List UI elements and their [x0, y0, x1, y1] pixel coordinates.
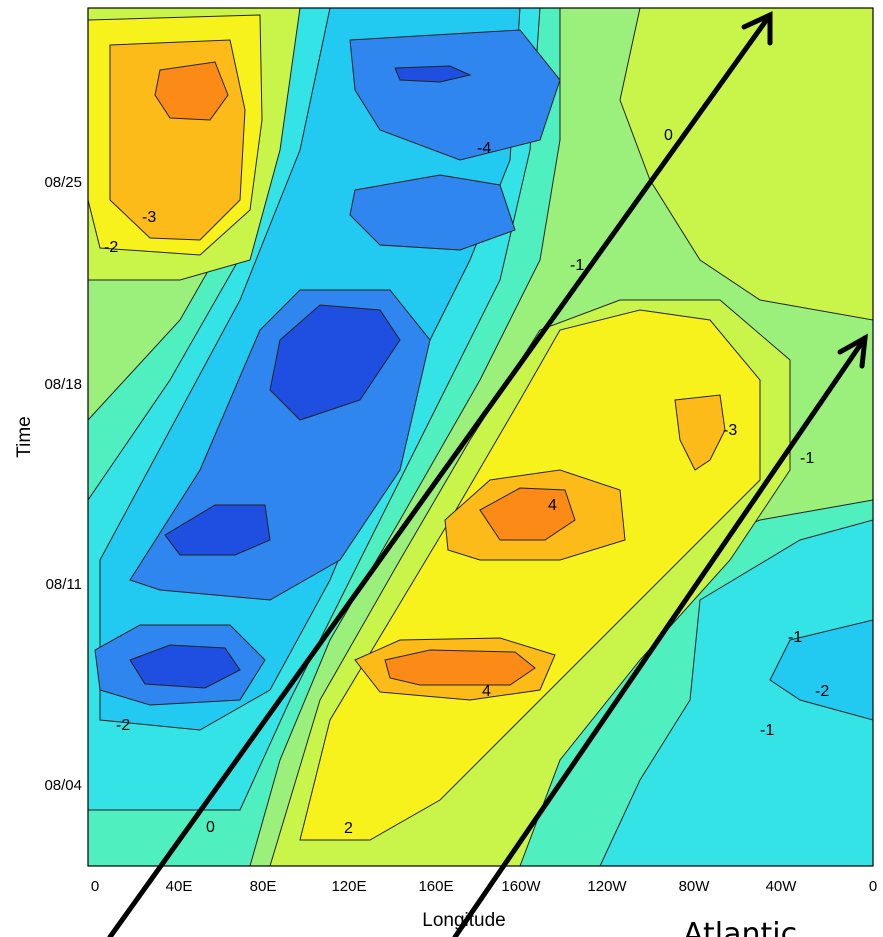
central-yellow-region	[299, 309, 761, 841]
plot-frame	[87, 7, 874, 867]
arrow-1-head	[741, 11, 773, 46]
x-tick-label: 40W	[766, 878, 798, 895]
arrow-2-head	[837, 333, 869, 369]
x-axis-ticks: 0 40E 80E 120E 160E 160W 120W 80W 40W 0	[91, 878, 877, 895]
core-deepblue-3	[129, 644, 241, 689]
y-tick-label: 08/11	[46, 576, 82, 593]
y-tick-label: 08/25	[44, 174, 82, 191]
x-tick-label: 40E	[166, 878, 193, 895]
contour-label: -1	[788, 629, 802, 646]
contour-label: -2	[116, 717, 130, 734]
ne-yellowgreen-region	[619, 8, 873, 321]
propagation-arrows	[107, 11, 869, 937]
central-orange-core-2	[384, 649, 536, 686]
y-axis-ticks: 08/04 08/11 08/18 08/25	[44, 174, 82, 794]
contour-label: 2	[344, 820, 353, 837]
contour-label: 0	[664, 127, 673, 144]
core-deepblue-1	[164, 504, 271, 556]
contour-label: 4	[548, 497, 557, 514]
x-tick-label: 80E	[250, 878, 277, 895]
contour-label: -3	[723, 422, 737, 439]
nw-orange-core	[154, 61, 229, 121]
contour-label: -2	[815, 683, 829, 700]
arrow-2-shaft	[452, 335, 868, 937]
atlantic-label: Atlantic	[683, 917, 797, 937]
contour-label: -1	[570, 257, 584, 274]
east-cyan-region	[599, 519, 873, 866]
contour-label: -1	[800, 450, 814, 467]
north-blue-region-2	[349, 174, 516, 251]
x-tick-label: 160E	[418, 878, 453, 895]
x-tick-label: 0	[869, 878, 877, 895]
central-orangeyellow-3	[674, 394, 726, 471]
y-tick-label: 08/04	[44, 777, 82, 794]
core-deepblue-4	[394, 65, 472, 83]
contour-label: -1	[760, 722, 774, 739]
x-tick-label: 80W	[679, 878, 711, 895]
x-tick-label: 160W	[501, 878, 541, 895]
contour-label: 0	[206, 819, 215, 836]
east-lightblue-region	[769, 619, 873, 721]
x-tick-label: 120E	[331, 878, 366, 895]
contour-labels: -4 -1 0 -3 -2 4 -3 -1 -2 -1 -2 4 0 2 -1	[104, 127, 829, 837]
contour-label: -3	[142, 209, 156, 226]
arrow-1-shaft	[107, 12, 773, 937]
x-tick-label: 120W	[587, 878, 627, 895]
contour-label: 4	[482, 683, 491, 700]
north-blue-region	[349, 29, 561, 161]
contour-fills	[88, 8, 873, 866]
central-orange-core-1	[479, 487, 576, 541]
y-tick-label: 08/18	[44, 376, 82, 393]
x-tick-label: 0	[91, 878, 99, 895]
contour-label: -4	[477, 140, 491, 157]
plot-area: -4 -1 0 -3 -2 4 -3 -1 -2 -1 -2 4 0 2 -1	[88, 8, 873, 866]
y-axis-title: Time	[14, 416, 35, 458]
core-deepblue-2	[269, 304, 401, 421]
contour-label: -2	[104, 239, 118, 256]
